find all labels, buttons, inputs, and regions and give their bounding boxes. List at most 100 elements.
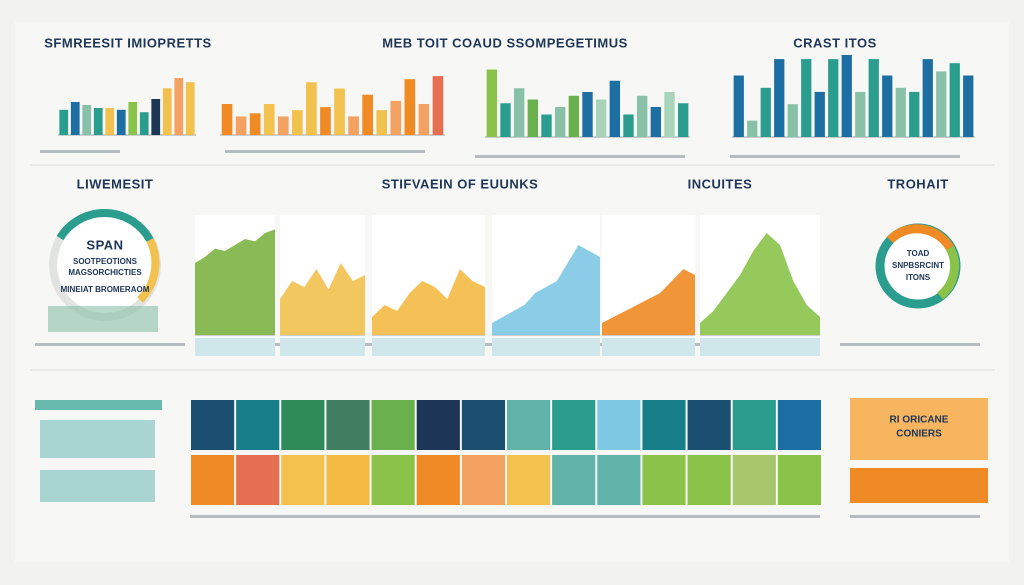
tile (416, 455, 460, 505)
tile (507, 455, 551, 505)
panel-text: RI ORICANE (890, 415, 949, 426)
bar (404, 79, 416, 135)
panel-bar (35, 400, 162, 410)
bar (128, 102, 138, 135)
bar (541, 114, 552, 137)
bar (500, 103, 511, 137)
tile (642, 455, 686, 505)
circle-text: TOAD (907, 249, 930, 258)
caption-box (195, 338, 275, 356)
tile (552, 455, 596, 505)
circle-text: ITONS (906, 273, 931, 282)
bar (677, 103, 689, 137)
circle-text: SOOTPEOTIONS (73, 257, 138, 266)
bar (922, 59, 933, 137)
bar (895, 87, 906, 137)
panel-box (40, 470, 155, 502)
panel-text: CONIERS (896, 429, 942, 440)
tile (236, 455, 280, 505)
bar (235, 116, 247, 135)
caption-box (700, 338, 820, 356)
bar (362, 94, 373, 135)
bar (801, 59, 812, 137)
tile (507, 400, 551, 450)
bar (650, 107, 662, 137)
bar (263, 104, 275, 135)
chart-title: SFMREESIT IMIOPRETTS (44, 35, 211, 50)
bar (221, 104, 233, 135)
bar (828, 59, 839, 137)
bar (949, 63, 960, 138)
bar (936, 71, 947, 137)
ring-segment (56, 209, 154, 243)
text-line (475, 155, 685, 158)
text-line (225, 150, 425, 153)
text-line (850, 515, 980, 518)
bar (636, 95, 648, 137)
section-title: STIFVAEIN OF EUUNKS (382, 176, 539, 191)
tile (326, 455, 370, 505)
bar (747, 120, 758, 137)
area (280, 263, 365, 335)
bar (162, 88, 172, 135)
caption-box (280, 338, 365, 356)
caption-box (492, 338, 600, 356)
bar (595, 99, 607, 137)
tile (281, 400, 325, 450)
bar (868, 59, 879, 137)
bar (249, 113, 261, 135)
bar (277, 116, 289, 135)
tile (371, 455, 415, 505)
bar (568, 95, 580, 137)
bar (390, 100, 402, 135)
section-title: LIWEMESIT (77, 176, 154, 191)
tile (371, 400, 415, 450)
left-donut: SPAN SOOTPEOTIONS MAGSORCHICTIES MINEIAT… (48, 209, 161, 332)
tile (461, 400, 505, 450)
chart-title: CRAST ITOS (793, 35, 877, 50)
bar (855, 91, 866, 137)
area (492, 245, 600, 335)
orange-box (850, 468, 988, 503)
tile (552, 400, 596, 450)
text-line (40, 150, 120, 153)
ring-segment (137, 238, 160, 303)
right-donut: TOAD SNPBSRCINT ITONS (875, 223, 961, 309)
area (372, 269, 485, 335)
bar (664, 92, 675, 137)
tile (597, 455, 641, 505)
section-title: TROHAIT (887, 176, 948, 191)
bar (814, 91, 825, 137)
bar (760, 87, 771, 137)
orange-box (850, 398, 988, 460)
bar (963, 75, 974, 137)
bar (320, 107, 331, 135)
caption-box (602, 338, 695, 356)
bar (93, 108, 103, 135)
bar (59, 109, 69, 135)
bar (432, 76, 444, 135)
bar (151, 99, 161, 135)
bar (513, 88, 525, 137)
tile (326, 400, 370, 450)
bar (116, 109, 126, 135)
bar (174, 78, 184, 135)
circle-text: SNPBSRCINT (892, 261, 944, 270)
bar (185, 82, 195, 135)
tile (777, 455, 821, 505)
bar (623, 114, 634, 137)
bar (348, 116, 359, 135)
tile (732, 400, 776, 450)
bar (82, 105, 92, 135)
bar (486, 69, 498, 137)
bar (418, 104, 430, 135)
tile (597, 400, 641, 450)
tile (642, 400, 686, 450)
tile (416, 400, 460, 450)
bar (527, 99, 539, 137)
skyline (48, 306, 158, 332)
bar (334, 88, 345, 135)
bar (376, 110, 388, 135)
